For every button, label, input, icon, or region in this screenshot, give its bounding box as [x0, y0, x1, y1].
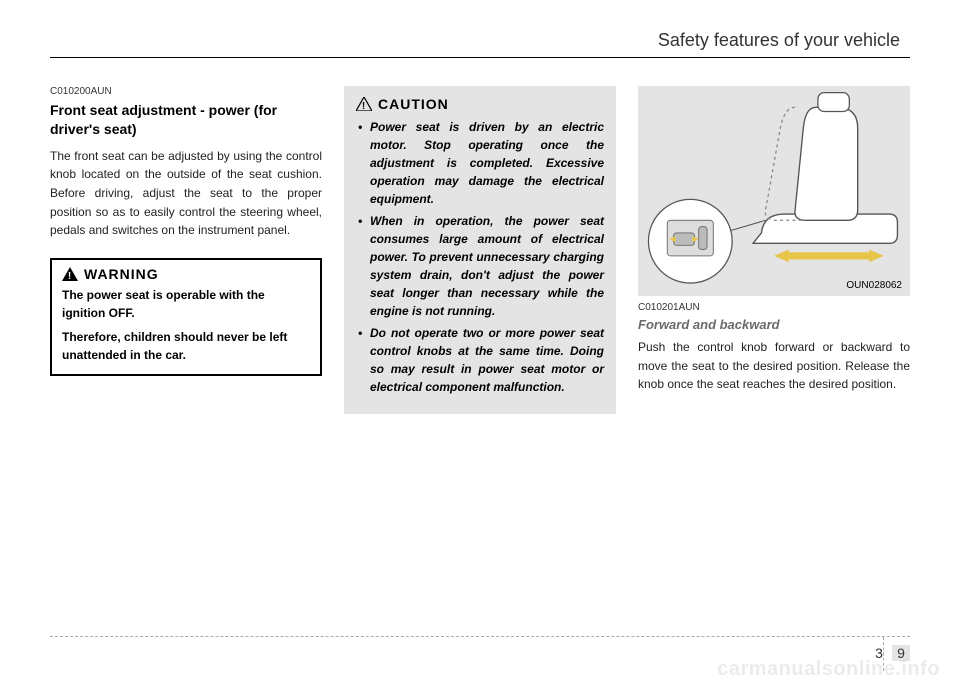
section-sub-heading: Forward and backward — [638, 317, 910, 332]
section-code: C010200AUN — [50, 86, 322, 97]
seat-illustration — [638, 86, 910, 296]
warning-box: ! WARNING The power seat is operable wit… — [50, 258, 322, 376]
svg-text:!: ! — [68, 271, 72, 281]
caution-icon: ! — [356, 97, 372, 111]
section-subtitle: Front seat adjustment - power (for drive… — [50, 101, 322, 139]
footer-dotted-rule — [50, 636, 910, 637]
warning-text-1: The power seat is operable with the igni… — [62, 286, 310, 322]
page-header-title: Safety features of your vehicle — [50, 30, 910, 51]
column-1: C010200AUN Front seat adjustment - power… — [50, 86, 322, 414]
caution-item: Power seat is driven by an electric moto… — [356, 118, 604, 208]
svg-text:!: ! — [362, 101, 366, 111]
figure-code: OUN028062 — [846, 280, 902, 291]
warning-heading: ! WARNING — [52, 260, 320, 286]
header-rule — [50, 57, 910, 58]
warning-body: The power seat is operable with the igni… — [52, 286, 320, 374]
seat-figure: OUN028062 — [638, 86, 910, 296]
watermark: carmanualsonline.info — [717, 658, 940, 681]
column-3: OUN028062 C010201AUN Forward and backwar… — [638, 86, 910, 414]
caution-heading: ! CAUTION — [356, 96, 604, 112]
caution-item: When in operation, the power seat consum… — [356, 212, 604, 320]
column-2: ! CAUTION Power seat is driven by an ele… — [344, 86, 616, 414]
content-columns: C010200AUN Front seat adjustment - power… — [50, 86, 910, 414]
manual-page: Safety features of your vehicle C010200A… — [0, 0, 960, 689]
section-body: The front seat can be adjusted by using … — [50, 147, 322, 240]
caution-label: CAUTION — [378, 96, 449, 112]
warning-label: WARNING — [84, 266, 159, 282]
caution-box: ! CAUTION Power seat is driven by an ele… — [344, 86, 616, 414]
section-body: Push the control knob forward or backwar… — [638, 338, 910, 394]
warning-text-2: Therefore, children should never be left… — [62, 328, 310, 364]
caution-list: Power seat is driven by an electric moto… — [356, 118, 604, 396]
warning-icon: ! — [62, 267, 78, 281]
section-code: C010201AUN — [638, 302, 910, 313]
caution-item: Do not operate two or more power seat co… — [356, 324, 604, 396]
